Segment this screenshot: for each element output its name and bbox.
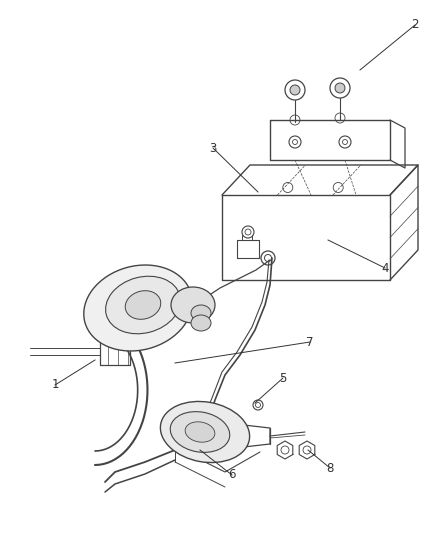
Text: 4: 4: [381, 262, 389, 274]
Text: 6: 6: [228, 469, 236, 481]
Ellipse shape: [191, 315, 211, 331]
Text: 3: 3: [209, 141, 217, 155]
Ellipse shape: [171, 287, 215, 323]
Ellipse shape: [191, 305, 211, 321]
Ellipse shape: [106, 276, 180, 334]
Circle shape: [335, 83, 345, 93]
Text: 1: 1: [51, 378, 59, 392]
Circle shape: [290, 85, 300, 95]
Text: 2: 2: [411, 19, 419, 31]
Ellipse shape: [84, 265, 192, 351]
Ellipse shape: [185, 422, 215, 442]
Ellipse shape: [160, 401, 250, 463]
Ellipse shape: [125, 290, 161, 319]
Ellipse shape: [170, 411, 230, 453]
Text: 7: 7: [306, 335, 314, 349]
Text: 8: 8: [326, 462, 334, 474]
Text: 5: 5: [279, 372, 287, 384]
